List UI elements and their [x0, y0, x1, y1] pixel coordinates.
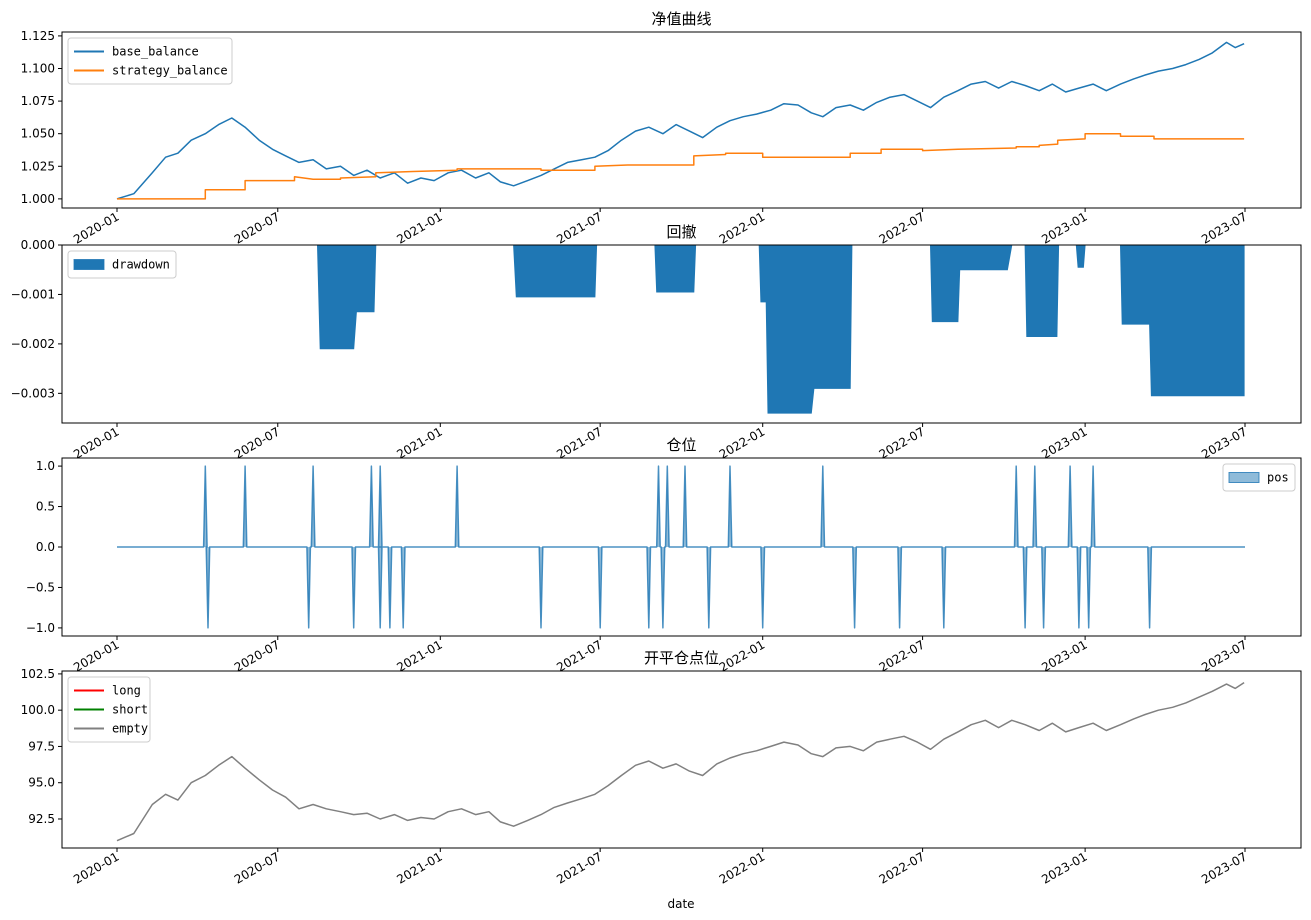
- x-tick-label: 2022-01: [717, 209, 767, 246]
- plot-area: [117, 465, 1245, 629]
- y-tick-label: −1.0: [26, 621, 55, 635]
- x-tick-label: 2021-07: [554, 849, 604, 886]
- axes-frame: [61, 31, 1302, 209]
- y-tick-label: 97.5: [28, 739, 55, 753]
- legend-label-drawdown: drawdown: [112, 258, 170, 272]
- x-tick-label: 2021-01: [394, 209, 444, 246]
- series-drawdown: [117, 245, 1245, 414]
- y-tick-label: 1.0: [36, 459, 55, 473]
- y-tick-label: 1.050: [21, 127, 55, 141]
- y-tick-label: 1.000: [21, 192, 55, 206]
- axes-frame: [61, 244, 1302, 424]
- legend: pos: [1222, 463, 1296, 492]
- x-tick-label: 2021-07: [554, 424, 604, 461]
- legend-label-pos: pos: [1267, 471, 1289, 485]
- x-tick-label: 2022-01: [717, 849, 767, 886]
- x-tick-label: 2023-07: [1199, 849, 1249, 886]
- x-tick-label: 2020-07: [232, 209, 282, 246]
- subplot-title: 回撤: [666, 223, 696, 241]
- subplot-title: 仓位: [666, 436, 696, 454]
- y-tick-label: 92.5: [28, 812, 55, 826]
- legend: base_balance strategy_balance: [67, 37, 233, 85]
- legend-box: [67, 676, 151, 743]
- series-empty: [116, 681, 1245, 842]
- x-tick-label: 2020-07: [232, 849, 282, 886]
- subplot-title: 净值曲线: [651, 10, 711, 28]
- y-tick-label: −0.003: [11, 386, 55, 400]
- x-tick-label: 2020-01: [71, 849, 121, 886]
- x-tick-label: 2023-01: [1039, 209, 1089, 246]
- subplots: 净值曲线 1.000 1.025 1.050 1.075 1.100 1.125 2020-0…: [11, 10, 1302, 887]
- axes-frame: [61, 670, 1302, 849]
- x-tick-label: 2021-07: [554, 637, 604, 674]
- x-tick-label: 2022-07: [877, 637, 927, 674]
- y-tick-label: 100.0: [21, 703, 55, 717]
- y-tick-label: 0.0: [36, 540, 55, 554]
- legend-swatch-drawdown: [73, 259, 105, 270]
- plot-area: [116, 681, 1245, 842]
- x-tick-label: 2021-07: [554, 209, 604, 246]
- subplot-title: 开平仓点位: [644, 649, 719, 667]
- series-pos: [117, 465, 1245, 629]
- x-tick-label: 2021-01: [394, 424, 444, 461]
- x-tick-label: 2021-01: [394, 637, 444, 674]
- y-tick-label: −0.5: [26, 580, 55, 594]
- x-tick-label: 2022-01: [717, 424, 767, 461]
- x-tick-label: 2022-07: [877, 424, 927, 461]
- plot-area: [116, 41, 1245, 200]
- legend-label-empty: empty: [112, 722, 148, 736]
- subplot-2: 回撤 0.000 −0.001 −0.002 −0.003 2020-01 2020-07 2…: [11, 223, 1302, 462]
- y-tick-label: 0.000: [21, 238, 55, 252]
- legend: drawdown: [67, 250, 177, 279]
- x-tick-label: 2020-01: [71, 637, 121, 674]
- x-tick-label: 2020-07: [232, 637, 282, 674]
- plot-area: [117, 245, 1245, 414]
- series-strategy_balance: [117, 132, 1245, 200]
- legend-label-long: long: [112, 684, 141, 698]
- x-tick-label: 2020-01: [71, 209, 121, 246]
- x-tick-label: 2023-07: [1199, 209, 1249, 246]
- y-tick-label: 1.100: [21, 62, 55, 76]
- subplot-1: 净值曲线 1.000 1.025 1.050 1.075 1.100 1.125 2020-0…: [21, 10, 1302, 247]
- x-tick-label: 2023-07: [1199, 424, 1249, 461]
- legend-label-strategy_balance: strategy_balance: [112, 64, 228, 78]
- y-tick-label: 0.5: [36, 500, 55, 514]
- x-tick-label: 2022-01: [717, 637, 767, 674]
- y-tick-label: −0.001: [11, 287, 55, 301]
- x-tick-label: 2023-01: [1039, 637, 1089, 674]
- subplot-4: 开平仓点位 92.5 95.0 97.5 100.0 102.5 2020-01 2020-0…: [21, 649, 1302, 887]
- y-tick-label: 1.075: [21, 94, 55, 108]
- y-tick-label: 95.0: [28, 776, 55, 790]
- legend-box: [67, 250, 177, 279]
- x-tick-label: 2022-07: [877, 209, 927, 246]
- x-axis-label: date: [667, 897, 694, 911]
- legend-label-short: short: [112, 703, 148, 717]
- x-tick-label: 2023-01: [1039, 849, 1089, 886]
- legend: long short empty: [67, 676, 151, 743]
- legend-swatch-pos: [1228, 472, 1260, 483]
- y-tick-label: 1.125: [21, 29, 55, 43]
- x-tick-label: 2021-01: [394, 849, 444, 886]
- series-base_balance: [116, 41, 1245, 200]
- y-tick-label: −0.002: [11, 337, 55, 351]
- y-tick-label: 102.5: [21, 667, 55, 681]
- y-tick-label: 1.025: [21, 159, 55, 173]
- x-tick-label: 2023-07: [1199, 637, 1249, 674]
- x-tick-label: 2023-01: [1039, 424, 1089, 461]
- legend-label-base_balance: base_balance: [112, 45, 199, 59]
- x-tick-label: 2022-07: [877, 849, 927, 886]
- legend-box: [67, 37, 233, 85]
- x-tick-label: 2020-01: [71, 424, 121, 461]
- x-tick-label: 2020-07: [232, 424, 282, 461]
- subplot-3: 仓位 1.0 0.5 0.0 −0.5 −1.0 2020-01 2020-07 2021-01…: [26, 436, 1302, 675]
